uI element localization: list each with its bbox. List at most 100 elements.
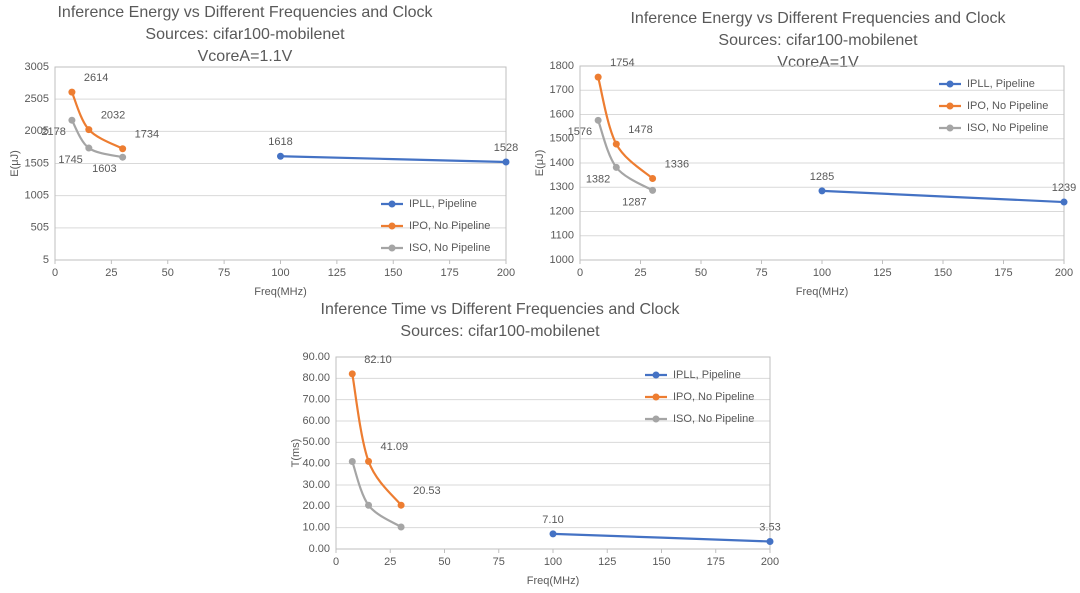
legend-label: IPO, No Pipeline: [967, 100, 1048, 112]
x-axis-label: Freq(MHz): [796, 286, 849, 298]
data-point: [85, 126, 93, 134]
data-point: [818, 187, 826, 195]
data-point: [277, 152, 284, 160]
data-point: [1060, 198, 1068, 206]
y-tick-label: 30.00: [302, 479, 330, 491]
data-point: [365, 501, 373, 509]
y-axis-label: T(ms): [290, 439, 302, 468]
data-label: 1336: [665, 158, 689, 170]
data-point: [649, 175, 657, 183]
data-point: [68, 88, 76, 96]
x-tick-label: 150: [652, 556, 670, 568]
data-label: 1603: [92, 163, 116, 175]
x-tick-label: 0: [333, 556, 339, 568]
y-tick-label: 2505: [25, 93, 49, 105]
series-line: [70, 119, 123, 159]
data-label: 1618: [268, 136, 292, 148]
x-tick-label: 150: [934, 267, 952, 279]
data-point: [365, 457, 373, 465]
chart-subtitle: VcoreA=1.1V: [198, 48, 293, 65]
legend-label: ISO, No Pipeline: [967, 122, 1048, 134]
chart-subtitle: VcoreA=1V: [777, 54, 859, 71]
series-line: [351, 461, 402, 528]
x-tick-label: 175: [707, 556, 725, 568]
data-point: [68, 116, 76, 124]
series-line: [821, 189, 1065, 204]
data-label: 1382: [586, 173, 610, 185]
data-point: [612, 140, 620, 148]
data-point: [397, 523, 405, 531]
chart-subtitle: Sources: cifar100-mobilenet: [718, 32, 918, 49]
legend-label: IPLL, Pipeline: [967, 78, 1035, 90]
data-label: 1287: [622, 196, 646, 208]
data-point: [348, 458, 356, 466]
data-point: [348, 370, 356, 378]
y-tick-label: 20.00: [302, 500, 330, 512]
data-label: 7.10: [542, 514, 563, 526]
x-tick-label: 125: [598, 556, 616, 568]
y-tick-label: 1000: [550, 254, 574, 266]
legend-marker: [388, 200, 396, 208]
legend-marker: [946, 80, 954, 88]
legend-label: ISO, No Pipeline: [673, 413, 754, 425]
x-tick-label: 0: [52, 267, 58, 279]
legend-marker: [652, 393, 660, 401]
legend-label: IPO, No Pipeline: [673, 391, 754, 403]
chart-title: Inference Energy vs Different Frequencie…: [630, 10, 1006, 27]
legend-marker: [946, 124, 954, 132]
x-axis-label: Freq(MHz): [527, 575, 580, 587]
legend-label: ISO, No Pipeline: [409, 242, 490, 254]
x-tick-label: 150: [384, 267, 402, 279]
y-tick-label: 1700: [550, 84, 574, 96]
x-tick-label: 200: [497, 267, 515, 279]
y-tick-label: 1100: [550, 230, 574, 242]
x-tick-label: 25: [105, 267, 117, 279]
x-tick-label: 175: [994, 267, 1012, 279]
data-point: [766, 537, 774, 545]
y-tick-label: 70.00: [302, 394, 330, 406]
y-tick-label: 0.00: [309, 543, 330, 555]
legend-marker: [652, 415, 660, 423]
data-label: 1576: [568, 126, 592, 138]
x-tick-label: 75: [218, 267, 230, 279]
chart-subtitle: Sources: cifar100-mobilenet: [145, 26, 345, 43]
data-label: 1285: [810, 171, 834, 183]
y-tick-label: 1505: [25, 157, 49, 169]
y-tick-label: 2005: [25, 125, 49, 137]
plot-border: [335, 356, 771, 550]
x-axis-label: Freq(MHz): [254, 286, 307, 298]
y-tick-label: 1800: [550, 60, 574, 72]
data-label: 41.09: [381, 441, 409, 453]
plot-border: [579, 65, 1065, 261]
x-tick-label: 125: [328, 267, 346, 279]
x-tick-label: 100: [813, 267, 831, 279]
y-axis-label: E(μJ): [9, 150, 21, 177]
data-label: 2614: [84, 72, 108, 84]
legend-marker: [388, 222, 396, 230]
series-line: [552, 532, 771, 543]
legend-marker: [652, 371, 660, 379]
y-tick-label: 3005: [25, 61, 49, 73]
y-tick-label: 505: [31, 222, 49, 234]
data-point: [119, 153, 127, 161]
legend-marker: [388, 244, 396, 252]
x-tick-label: 200: [761, 556, 779, 568]
x-tick-label: 125: [873, 267, 891, 279]
x-tick-label: 50: [438, 556, 450, 568]
y-tick-label: 1200: [550, 205, 574, 217]
data-label: 1528: [494, 142, 518, 154]
y-tick-label: 50.00: [302, 436, 330, 448]
data-label: 1478: [628, 124, 652, 136]
x-tick-label: 50: [695, 267, 707, 279]
data-point: [85, 144, 93, 152]
y-tick-label: 1500: [550, 133, 574, 145]
y-tick-label: 40.00: [302, 458, 330, 470]
data-label: 1745: [58, 154, 82, 166]
data-point: [649, 186, 657, 194]
data-label: 82.10: [364, 354, 392, 366]
y-tick-label: 90.00: [302, 351, 330, 363]
x-tick-label: 175: [440, 267, 458, 279]
data-label: 1239: [1052, 182, 1076, 194]
